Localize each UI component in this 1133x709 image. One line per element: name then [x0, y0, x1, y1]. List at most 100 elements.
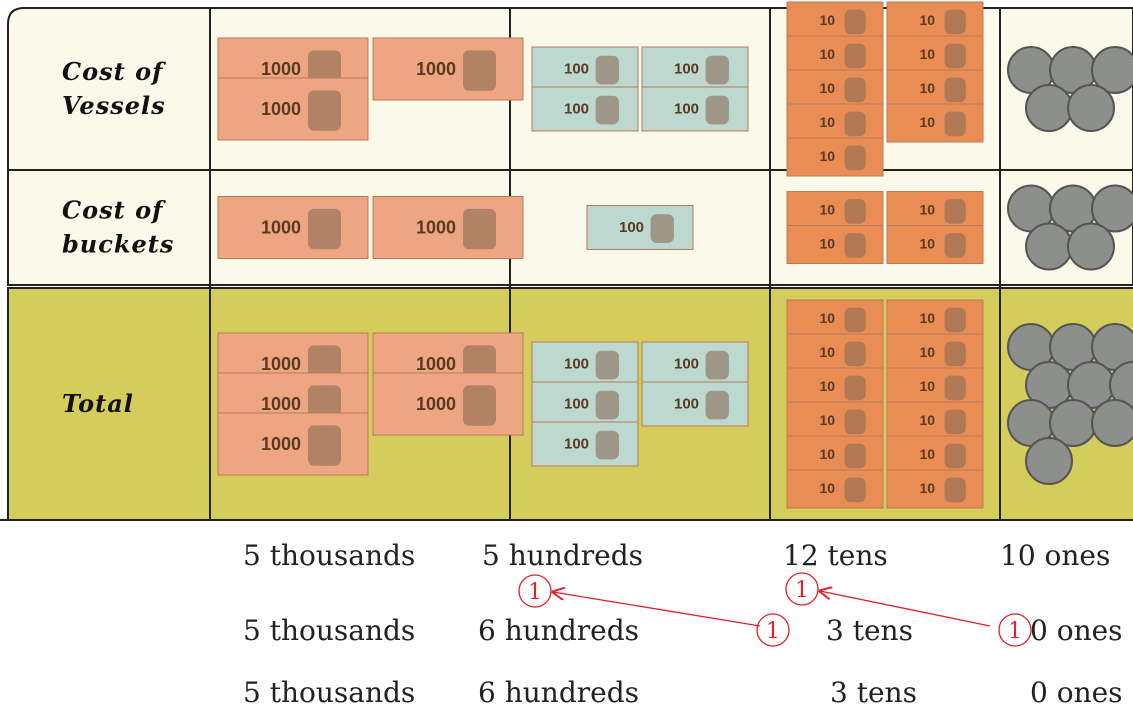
- portrait: [944, 9, 966, 35]
- banknote: [886, 401, 984, 441]
- banknote: [886, 191, 984, 230]
- banknote: [786, 35, 884, 75]
- banknote: [886, 469, 984, 509]
- banknote: [886, 367, 984, 407]
- portrait: [308, 208, 341, 250]
- portrait: [844, 43, 866, 69]
- denomination: 10: [820, 310, 836, 326]
- portrait: [944, 409, 966, 435]
- money-group: 100: [586, 205, 694, 250]
- banknote: [217, 77, 369, 141]
- portrait: [463, 208, 496, 250]
- portrait: [705, 350, 729, 380]
- denomination: 1000: [261, 434, 301, 454]
- banknote: [372, 37, 524, 101]
- portrait: [595, 350, 619, 380]
- money-group: [1007, 184, 1133, 271]
- denomination: 100: [619, 219, 644, 236]
- money-group: 10 10 10 10 10 10 10 10 10: [786, 1, 984, 177]
- banknote: [217, 196, 369, 259]
- denomination: 100: [564, 60, 589, 77]
- denomination: 100: [564, 395, 589, 412]
- portrait: [844, 9, 866, 35]
- denomination: 100: [564, 435, 589, 452]
- place-value-text: 3 tens: [830, 676, 917, 709]
- banknote: [372, 196, 524, 259]
- banknote: [786, 137, 884, 177]
- banknote: [886, 333, 984, 373]
- portrait: [705, 55, 729, 85]
- carry-digit: 1: [528, 580, 542, 605]
- denomination: 10: [920, 46, 936, 62]
- portrait: [650, 214, 674, 243]
- denomination: 10: [920, 310, 936, 326]
- denomination: 10: [820, 80, 836, 96]
- denomination: 1000: [261, 59, 301, 79]
- denomination: 10: [920, 114, 936, 130]
- row-label: Cost of: [62, 196, 166, 225]
- denomination: 10: [820, 480, 836, 496]
- banknote: [886, 103, 984, 143]
- place-value-text: 6 hundreds: [478, 676, 639, 709]
- portrait: [844, 409, 866, 435]
- portrait: [844, 477, 866, 503]
- place-value-text: 0 ones: [1030, 676, 1123, 709]
- coin: [1067, 84, 1115, 132]
- denomination: 10: [920, 344, 936, 360]
- denomination: 10: [820, 148, 836, 164]
- carry-arrow: [553, 592, 761, 627]
- denomination: 100: [564, 355, 589, 372]
- denomination: 1000: [416, 218, 456, 238]
- portrait: [595, 95, 619, 125]
- portrait: [705, 390, 729, 420]
- banknote: [372, 372, 524, 436]
- denomination: 10: [920, 480, 936, 496]
- portrait: [844, 199, 866, 224]
- denomination: 100: [674, 100, 699, 117]
- portrait: [944, 375, 966, 401]
- banknote: [786, 191, 884, 230]
- portrait: [844, 307, 866, 333]
- banknote: [641, 381, 749, 427]
- denomination: 10: [920, 201, 936, 217]
- banknote: [786, 469, 884, 509]
- place-value-text: 10 ones: [1000, 539, 1110, 572]
- banknote: [641, 86, 749, 132]
- coin: [1091, 184, 1133, 233]
- portrait: [463, 50, 496, 91]
- portrait: [944, 307, 966, 333]
- row-label: buckets: [62, 230, 174, 259]
- denomination: 100: [674, 355, 699, 372]
- place-value-text: 6 hundreds: [478, 614, 639, 647]
- banknote: [531, 381, 639, 427]
- denomination: 1000: [261, 99, 301, 119]
- denomination: 1000: [261, 394, 301, 414]
- denomination: 100: [564, 100, 589, 117]
- banknote: [786, 299, 884, 339]
- banknote: [641, 46, 749, 92]
- place-value-text: 3 tens: [826, 614, 913, 647]
- banknote: [786, 367, 884, 407]
- denomination: 10: [820, 201, 836, 217]
- row-label: Vessels: [62, 91, 166, 120]
- portrait: [944, 111, 966, 137]
- denomination: 10: [920, 378, 936, 394]
- denomination: 10: [920, 80, 936, 96]
- denomination: 10: [920, 235, 936, 251]
- portrait: [595, 430, 619, 460]
- portrait: [844, 111, 866, 137]
- portrait: [844, 341, 866, 367]
- place-value-text: 5 thousands: [243, 539, 415, 572]
- portrait: [595, 55, 619, 85]
- coin: [1091, 399, 1133, 447]
- coin: [1025, 437, 1073, 485]
- banknote: [531, 46, 639, 92]
- portrait: [944, 443, 966, 469]
- denomination: 1000: [261, 218, 301, 238]
- denomination: 10: [820, 46, 836, 62]
- carry-digit: 1: [766, 619, 780, 644]
- denomination: 1000: [416, 394, 456, 414]
- denomination: 100: [674, 60, 699, 77]
- place-value-text: 5 thousands: [243, 676, 415, 709]
